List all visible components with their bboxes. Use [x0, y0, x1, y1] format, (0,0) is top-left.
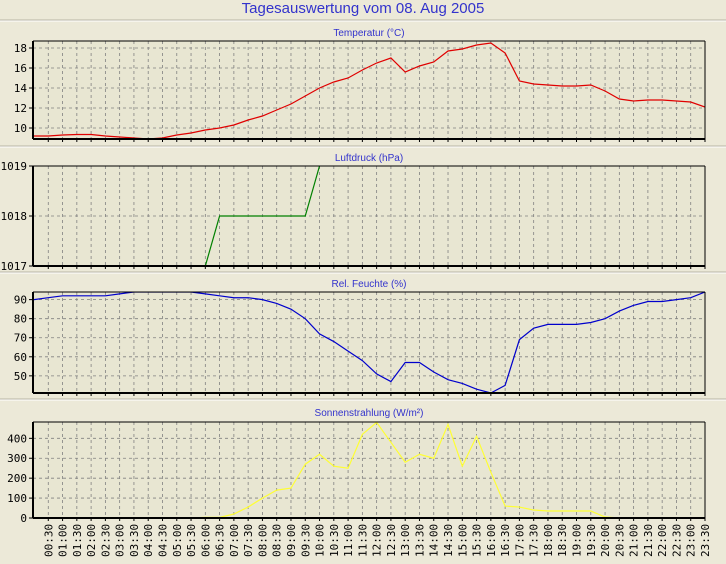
x-tick-label: 07:30 — [242, 524, 255, 557]
y-tick-label: 10 — [14, 122, 27, 135]
x-tick-label: 12:30 — [385, 524, 398, 557]
x-tick-label: 13:00 — [399, 524, 412, 557]
y-tick-label: 1018 — [1, 210, 28, 223]
x-tick-label: 02:00 — [85, 524, 98, 557]
panel-pressure: Luftdruck (hPa) 1017 1018 1019 — [1, 153, 706, 273]
x-tick-label: 06:00 — [199, 524, 212, 557]
x-tick-label: 15:00 — [456, 524, 469, 557]
panel-humidity: Rel. Feuchte (%) 50 60 70 80 90 — [14, 279, 706, 396]
x-tick-label: 18:30 — [556, 524, 569, 557]
x-tick-label: 14:30 — [442, 524, 455, 557]
y-tick-label: 1017 — [1, 260, 28, 273]
x-tick-label: 11:30 — [356, 524, 369, 557]
x-tick-label: 17:30 — [528, 524, 541, 557]
x-tick-label: 09:30 — [299, 524, 312, 557]
panel-title: Temperatur (°C) — [333, 28, 404, 39]
chart-main-title: Tagesauswertung vom 08. Aug 2005 — [241, 0, 485, 17]
x-tick-label: 04:00 — [142, 524, 155, 557]
panel-solar: Sonnenstrahlung (W/m²) 0 100 200 300 400 — [7, 408, 706, 525]
x-tick-label: 03:00 — [114, 524, 127, 557]
x-tick-label: 18:00 — [542, 524, 555, 557]
y-tick-label: 300 — [7, 452, 27, 465]
x-tick-label: 00:30 — [42, 524, 55, 557]
y-tick-label: 12 — [14, 102, 27, 115]
x-tick-label: 16:00 — [485, 524, 498, 557]
x-tick-label: 06:30 — [214, 524, 227, 557]
x-tick-label: 05:00 — [171, 524, 184, 557]
y-tick-label: 60 — [14, 351, 27, 364]
panel-title: Luftdruck (hPa) — [335, 153, 403, 164]
x-tick-label: 02:30 — [99, 524, 112, 557]
x-tick-label: 23:30 — [699, 524, 712, 557]
x-tick-label: 13:30 — [413, 524, 426, 557]
x-tick-label: 04:30 — [156, 524, 169, 557]
x-tick-label: 08:00 — [256, 524, 269, 557]
x-tick-label: 14:00 — [428, 524, 441, 557]
y-tick-label: 400 — [7, 432, 27, 445]
x-tick-label: 01:30 — [71, 524, 84, 557]
x-tick-label: 03:30 — [128, 524, 141, 557]
series-line-humidity — [33, 292, 705, 393]
x-tick-label: 10:00 — [314, 524, 327, 557]
y-tick-label: 14 — [14, 82, 28, 95]
x-tick-label: 22:30 — [670, 524, 683, 557]
plot-area — [33, 41, 705, 139]
x-tick-label: 20:30 — [613, 524, 626, 557]
panel-temperature: Temperatur (°C) 10 12 14 16 18 — [14, 28, 706, 142]
x-tick-label: 09:00 — [285, 524, 298, 557]
y-tick-label: 1019 — [1, 160, 28, 173]
x-tick-label: 08:30 — [271, 524, 284, 557]
x-tick-label: 01:00 — [57, 524, 70, 557]
panel-title: Sonnenstrahlung (W/m²) — [315, 408, 424, 419]
y-tick-label: 70 — [14, 332, 27, 345]
y-tick-label: 80 — [14, 313, 27, 326]
x-tick-label: 20:00 — [599, 524, 612, 557]
x-tick-label: 16:30 — [499, 524, 512, 557]
x-tick-label: 17:00 — [513, 524, 526, 557]
x-tick-label: 05:30 — [185, 524, 198, 557]
y-tick-label: 16 — [14, 62, 27, 75]
y-tick-label: 0 — [20, 512, 27, 525]
x-tick-label: 07:00 — [228, 524, 241, 557]
x-tick-label: 19:30 — [585, 524, 598, 557]
y-tick-label: 90 — [14, 294, 27, 307]
x-tick-label: 15:30 — [471, 524, 484, 557]
y-tick-label: 200 — [7, 472, 27, 485]
x-tick-label: 10:30 — [328, 524, 341, 557]
y-tick-label: 18 — [14, 42, 27, 55]
x-tick-label: 11:00 — [342, 524, 355, 557]
x-tick-label: 23:00 — [685, 524, 698, 557]
series-line-solar — [34, 422, 705, 518]
y-tick-label: 50 — [14, 370, 27, 383]
x-tick-label: 21:30 — [642, 524, 655, 557]
x-tick-label: 19:00 — [571, 524, 584, 557]
y-tick-label: 100 — [7, 492, 27, 505]
x-tick-label: 12:00 — [371, 524, 384, 557]
x-tick-label: 22:00 — [656, 524, 669, 557]
x-tick-label: 21:00 — [628, 524, 641, 557]
panel-title: Rel. Feuchte (%) — [331, 279, 406, 290]
